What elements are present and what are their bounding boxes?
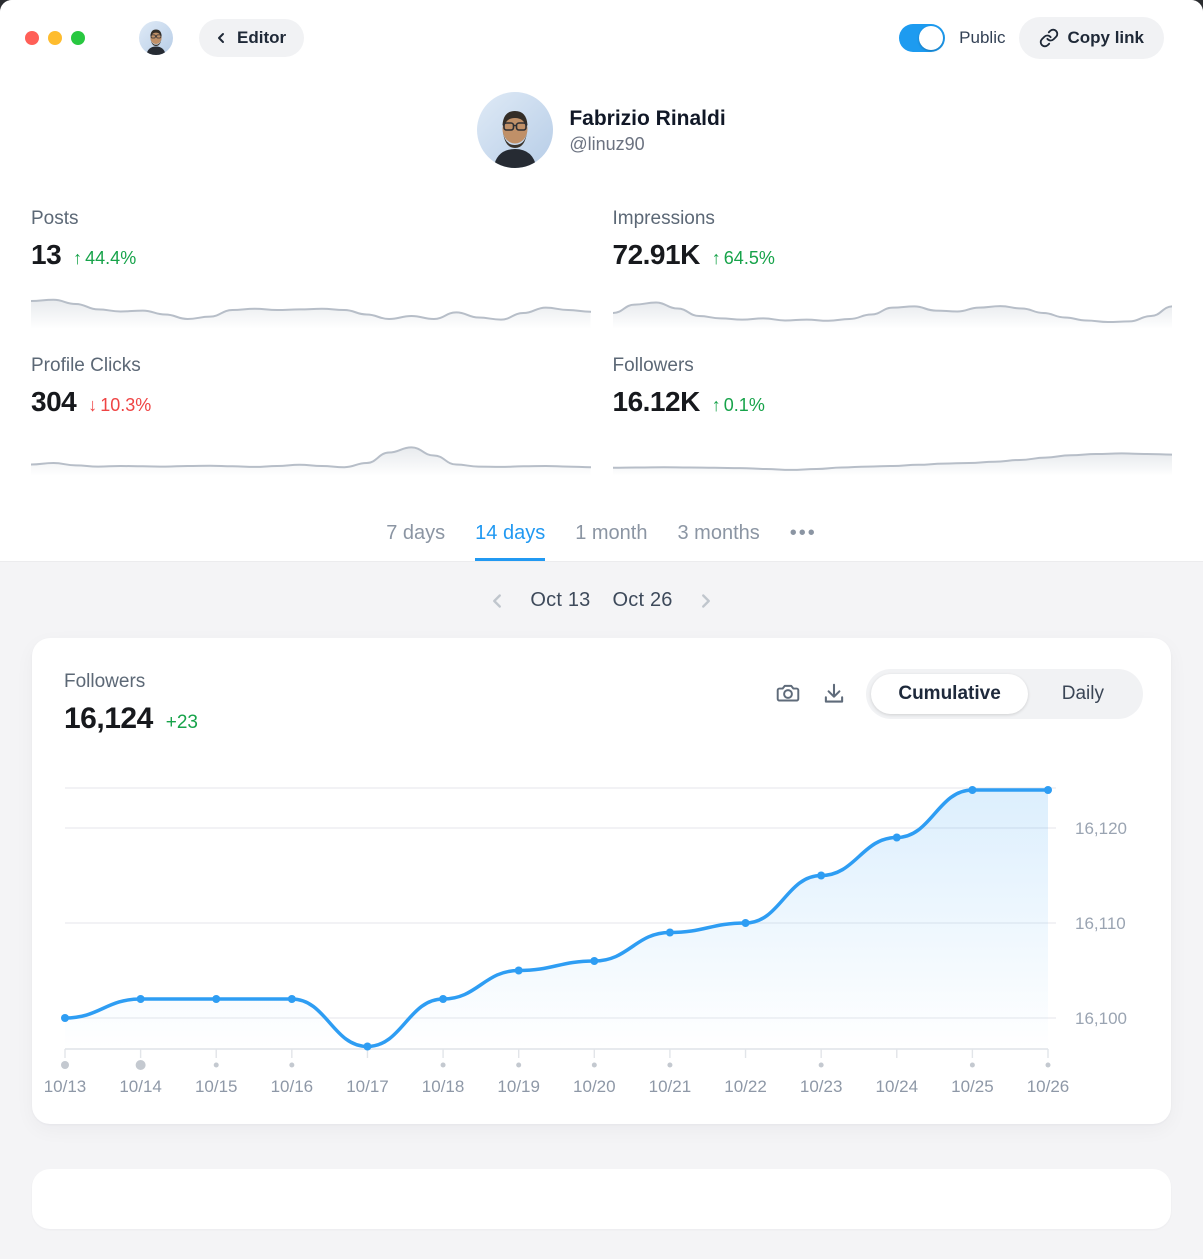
- stat-followers: Followers 16.12K ↑ 0.1%: [612, 355, 1172, 476]
- date-navigation: Oct 13 Oct 26: [0, 562, 1203, 612]
- arrow-up-icon: ↑: [711, 248, 721, 268]
- profile-header: Fabrizio Rinaldi @linuz90: [0, 76, 1203, 168]
- segment-daily[interactable]: Daily: [1028, 674, 1138, 714]
- stats-grid: Posts 13 ↑ 44.4% Impressions 72.91K ↑ 64.5…: [0, 168, 1203, 476]
- svg-text:10/18: 10/18: [422, 1077, 465, 1096]
- traffic-lights: [25, 31, 85, 45]
- stat-value: 16.12K: [612, 386, 701, 417]
- followers-chart: 16,100 16,110 16,120 10/13 10/14 10/15 10/16 10…: [44, 786, 1127, 1096]
- segment-cumulative[interactable]: Cumulative: [871, 674, 1028, 714]
- svg-text:10/13: 10/13: [44, 1077, 87, 1096]
- stat-delta: ↑ 44.4%: [73, 248, 137, 268]
- impressions-sparkline: [612, 287, 1172, 329]
- stat-label: Impressions: [612, 208, 715, 229]
- chart-controls: Cumulative Daily: [774, 669, 1143, 719]
- arrow-down-icon: ↓: [88, 395, 98, 415]
- previous-period-icon[interactable]: [486, 590, 508, 612]
- svg-text:16,120: 16,120: [1075, 819, 1127, 838]
- stat-posts: Posts 13 ↑ 44.4%: [31, 208, 591, 329]
- public-label: Public: [959, 28, 1006, 47]
- range-tabs: 7 days 14 days 1 month 3 months •••: [0, 522, 1203, 561]
- editor-label: Editor: [237, 28, 287, 47]
- next-period-icon[interactable]: [695, 590, 717, 612]
- avatar-image: [139, 21, 173, 55]
- svg-text:10/21: 10/21: [649, 1077, 692, 1096]
- svg-text:16,100: 16,100: [1075, 1009, 1127, 1028]
- arrow-up-icon: ↑: [711, 395, 721, 415]
- stat-label: Profile Clicks: [31, 355, 141, 376]
- range-start-date: Oct 13: [530, 589, 591, 611]
- followers-chart-card: Followers 16,124 +23 Cumulative: [32, 638, 1171, 1124]
- stat-label: Followers: [612, 355, 694, 376]
- public-toggle[interactable]: [899, 24, 946, 52]
- followers-sparkline: [612, 434, 1172, 476]
- svg-text:10/15: 10/15: [195, 1077, 238, 1096]
- stat-value: 72.91K: [612, 239, 701, 270]
- svg-text:10/26: 10/26: [1027, 1077, 1070, 1096]
- arrow-up-icon: ↑: [73, 248, 83, 268]
- more-ranges-icon[interactable]: •••: [789, 522, 817, 544]
- chart-current-value: 16,124: [64, 702, 153, 735]
- profile-avatar-image: [477, 92, 554, 168]
- date-range: Oct 13 Oct 26: [530, 589, 672, 612]
- close-window-icon[interactable]: [25, 31, 39, 45]
- link-icon: [1040, 28, 1059, 48]
- svg-text:10/23: 10/23: [800, 1077, 843, 1096]
- profile-avatar: [477, 92, 554, 168]
- toggle-knob: [919, 26, 944, 50]
- profile-name: Fabrizio Rinaldi: [569, 107, 726, 131]
- svg-text:10/22: 10/22: [724, 1077, 767, 1096]
- chevron-left-icon: [218, 33, 224, 43]
- avatar[interactable]: [139, 21, 173, 55]
- stat-value: 304: [31, 386, 77, 417]
- copy-link-label: Copy link: [1067, 28, 1144, 47]
- svg-text:10/14: 10/14: [119, 1077, 162, 1096]
- profile-handle: @linuz90: [569, 133, 645, 154]
- svg-text:10/17: 10/17: [346, 1077, 389, 1096]
- chart-mode-segmented-control: Cumulative Daily: [866, 669, 1143, 719]
- profile-text: Fabrizio Rinaldi @linuz90: [569, 105, 725, 154]
- next-section-card: [32, 1169, 1171, 1229]
- tab-3-months[interactable]: 3 months: [677, 522, 759, 561]
- stat-label: Posts: [31, 208, 79, 229]
- svg-text:10/19: 10/19: [497, 1077, 540, 1096]
- zoom-window-icon[interactable]: [71, 31, 85, 45]
- stat-profile-clicks: Profile Clicks 304 ↓ 10.3%: [31, 355, 591, 476]
- posts-sparkline: [31, 287, 591, 329]
- chart-delta: +23: [165, 712, 198, 733]
- titlebar: Editor Public Copy link: [0, 0, 1203, 76]
- download-icon[interactable]: [820, 680, 848, 708]
- stat-delta: ↓ 10.3%: [88, 395, 152, 415]
- screenshot-camera-icon[interactable]: [774, 680, 802, 708]
- stat-value: 13: [31, 239, 62, 270]
- tab-7-days[interactable]: 7 days: [386, 522, 445, 561]
- svg-text:10/24: 10/24: [875, 1077, 918, 1096]
- range-end-date: Oct 26: [612, 589, 673, 611]
- chart-title: Followers: [64, 671, 146, 692]
- svg-text:10/16: 10/16: [271, 1077, 314, 1096]
- overview-section: Editor Public Copy link: [0, 0, 1203, 562]
- tab-14-days[interactable]: 14 days: [475, 522, 546, 561]
- profile-clicks-sparkline: [31, 434, 591, 476]
- stat-delta: ↑ 64.5%: [711, 248, 775, 268]
- copy-link-button[interactable]: Copy link: [1019, 17, 1164, 59]
- minimize-window-icon[interactable]: [48, 31, 62, 45]
- tab-1-month[interactable]: 1 month: [575, 522, 647, 561]
- svg-text:10/25: 10/25: [951, 1077, 994, 1096]
- stat-delta: ↑ 0.1%: [711, 395, 765, 415]
- stat-impressions: Impressions 72.91K ↑ 64.5%: [612, 208, 1172, 329]
- titlebar-right: Public Copy link: [899, 17, 1164, 59]
- svg-text:10/20: 10/20: [573, 1077, 616, 1096]
- svg-text:16,110: 16,110: [1075, 914, 1126, 933]
- editor-back-button[interactable]: Editor: [199, 19, 305, 57]
